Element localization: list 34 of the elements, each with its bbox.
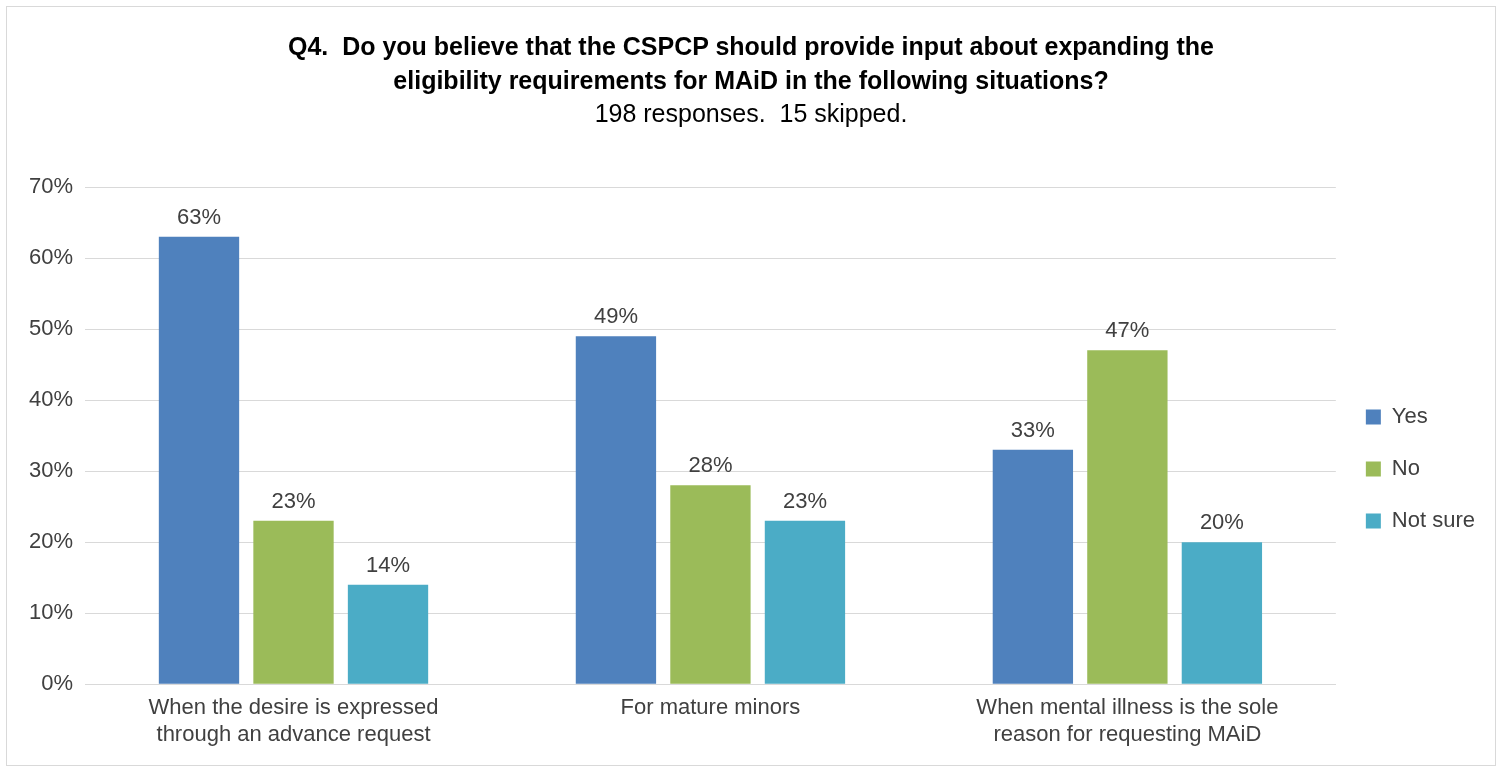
- data-label: 47%: [1105, 317, 1150, 343]
- y-tick-label: 60%: [28, 244, 74, 270]
- data-label: 49%: [593, 303, 638, 329]
- data-label: 20%: [1199, 509, 1244, 535]
- x-tick-label: When mental illness is the sole reason for requesting MAiD: [976, 694, 1279, 746]
- y-tick-label: 0%: [41, 670, 74, 696]
- legend-label: Not sure: [1391, 507, 1476, 533]
- y-tick-label: 30%: [28, 457, 74, 483]
- x-tick-label: For mature minors: [620, 694, 801, 720]
- bar: [764, 520, 846, 684]
- x-tick-label: When the desire is expressed through an advance request: [148, 694, 439, 746]
- chart-title: Q4. Do you believe that the CSPCP should provide input about expanding the eligibility requirements for MAiD in the following situations?: [287, 31, 1215, 96]
- y-tick-label: 10%: [28, 599, 74, 625]
- y-tick-label: 50%: [28, 315, 74, 341]
- data-label: 63%: [176, 203, 222, 229]
- bar: [253, 520, 334, 684]
- bar: [1087, 350, 1168, 684]
- bar: [1181, 542, 1263, 684]
- legend-label: No: [1391, 455, 1420, 481]
- bar: [347, 584, 429, 684]
- legend-label: Yes: [1391, 403, 1428, 429]
- bar: [992, 449, 1074, 684]
- data-label: 33%: [1010, 416, 1055, 442]
- bar: [575, 336, 657, 684]
- data-label: 14%: [365, 551, 411, 577]
- y-tick-label: 40%: [28, 386, 74, 412]
- data-label: 23%: [782, 487, 827, 513]
- y-tick-label: 70%: [28, 173, 74, 199]
- y-tick-label: 20%: [28, 528, 74, 554]
- data-label: 23%: [271, 487, 316, 513]
- chart-subtitle: 198 responses. 15 skipped.: [593, 99, 909, 128]
- bar: [670, 485, 751, 684]
- data-label: 28%: [688, 452, 733, 478]
- bar: [158, 236, 240, 684]
